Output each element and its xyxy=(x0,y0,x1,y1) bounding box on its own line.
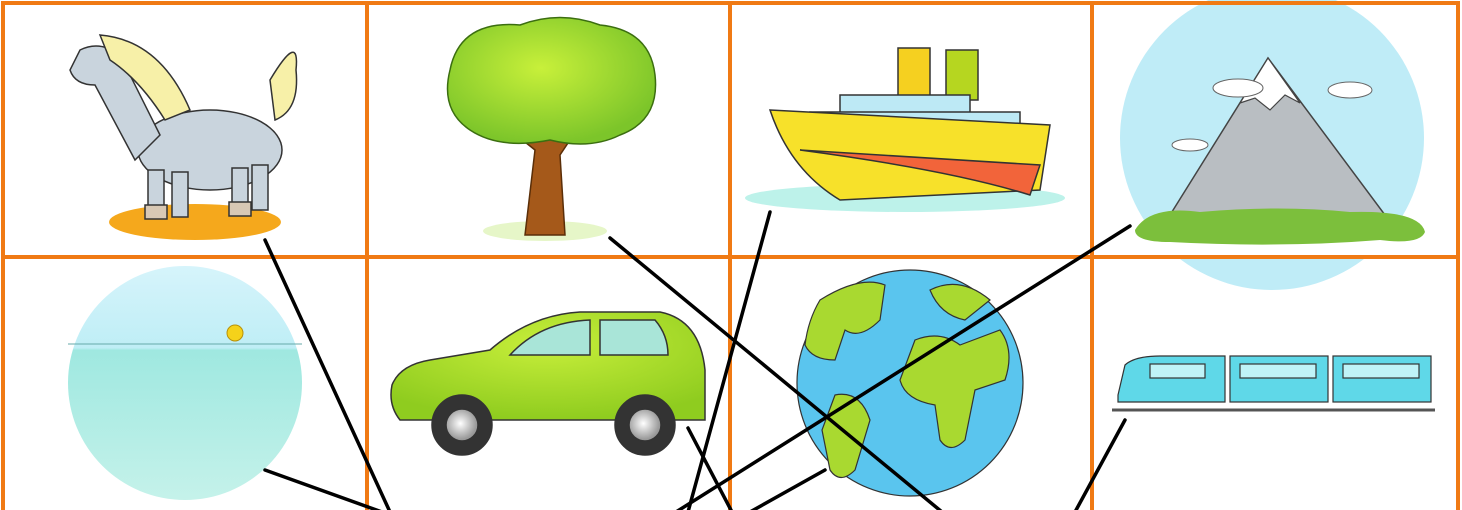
train-picture-part xyxy=(1333,356,1431,402)
ship-picture-part xyxy=(946,50,978,100)
tree-picture xyxy=(448,18,656,242)
car-picture-part xyxy=(600,320,668,355)
mountain-picture-part xyxy=(1213,79,1263,97)
train-picture-part xyxy=(1150,364,1205,378)
horse-picture-part xyxy=(229,202,251,216)
train-picture-part xyxy=(1343,364,1419,378)
horse-picture-part xyxy=(172,172,188,217)
match-lines-part xyxy=(265,470,382,510)
mountain-picture-part xyxy=(1328,82,1372,98)
match-lines-part xyxy=(1075,420,1125,510)
ship-picture-part xyxy=(898,48,930,98)
horse-picture-part xyxy=(252,165,268,210)
tree-picture-part xyxy=(448,18,656,145)
match-lines-part xyxy=(688,428,732,510)
ship-picture xyxy=(745,48,1065,212)
car-picture-part xyxy=(629,409,661,441)
train-picture-part xyxy=(1240,364,1316,378)
sea-picture-part xyxy=(68,266,302,500)
horse-picture-part xyxy=(145,205,167,219)
earth-picture xyxy=(797,270,1023,496)
horse-picture-part xyxy=(270,52,297,120)
car-picture xyxy=(391,312,705,455)
sea-picture xyxy=(68,266,302,500)
horse-picture xyxy=(70,35,297,240)
mountain-picture-part xyxy=(1135,209,1425,245)
mountain-picture-part xyxy=(1172,139,1208,151)
car-picture-part xyxy=(446,409,478,441)
train-picture xyxy=(1112,356,1435,410)
mountain-picture xyxy=(1110,0,1440,290)
train-picture-part xyxy=(1118,356,1225,402)
train-picture-part xyxy=(1230,356,1328,402)
matching-worksheet xyxy=(0,0,1462,510)
sea-picture-part xyxy=(227,325,243,341)
match-lines-part xyxy=(750,470,825,510)
